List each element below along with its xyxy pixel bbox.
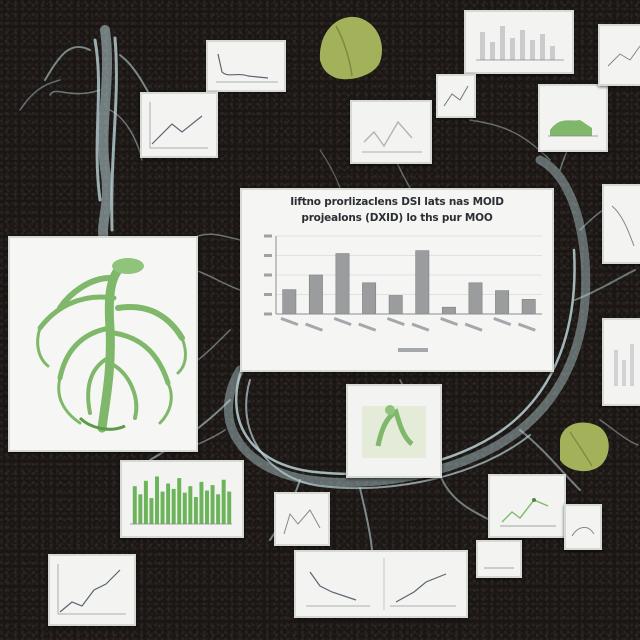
- green-bar: [166, 483, 171, 524]
- x-tick-mark: [333, 317, 352, 327]
- thumb-chart-right-2: [602, 318, 640, 406]
- green-bar: [171, 488, 176, 524]
- green-bar: [210, 485, 215, 524]
- thumb-line-chart-5: [48, 554, 136, 626]
- thumb-line-chart-2: [140, 92, 218, 158]
- green-bar: [199, 481, 204, 524]
- green-bar: [182, 492, 187, 524]
- bar: [495, 290, 510, 315]
- green-bar: [221, 479, 226, 524]
- green-bar: [143, 480, 148, 524]
- thumb-line-chart-3: [350, 100, 432, 164]
- thumb-green-bar-chart: [120, 460, 244, 538]
- thumb-bar-chart-top: [464, 10, 574, 74]
- thumb-small-chart-2: [564, 504, 602, 550]
- green-bar: [205, 490, 209, 524]
- chart-title-line-1: Iiftno prorlizaclens DSI lats nas MOID: [290, 196, 504, 208]
- thumb-double-line-chart: [294, 550, 468, 618]
- green-bar: [132, 486, 137, 524]
- bar: [415, 250, 430, 315]
- x-tick-mark: [411, 322, 430, 332]
- bar: [468, 282, 483, 315]
- root-loop: [224, 155, 591, 488]
- thumb-small-chart-1: [436, 74, 476, 118]
- bar: [308, 274, 323, 315]
- x-tick-mark: [464, 322, 483, 332]
- thumb-area-chart: [538, 84, 608, 152]
- thumb-chart-right-1: [602, 184, 640, 264]
- thumb-scatter-chart: [488, 474, 566, 538]
- x-axis-label-mark: [398, 348, 428, 352]
- bar: [441, 306, 456, 315]
- y-tick-mark: [264, 273, 272, 277]
- x-tick-mark: [517, 322, 536, 332]
- green-bar: [216, 494, 221, 524]
- main-bar-chart: [264, 234, 542, 352]
- thumb-plant-illustration: [346, 384, 442, 478]
- green-bar: [227, 491, 232, 524]
- y-tick-mark: [264, 293, 272, 296]
- plant-illustration-card: [8, 236, 198, 452]
- x-tick-mark: [358, 322, 377, 332]
- bar: [521, 299, 536, 315]
- root-trunk: [98, 25, 113, 245]
- thumb-chart-top-right: [598, 24, 640, 86]
- x-tick-mark: [280, 317, 299, 327]
- green-bar: [149, 498, 154, 524]
- main-bar-chart-card: Iiftno prorlizaclens DSI lats nas MOID p…: [240, 188, 554, 372]
- x-tick-mark: [305, 322, 323, 332]
- thumb-small-chart-3: [476, 540, 522, 578]
- thumb-line-chart-4: [274, 492, 330, 546]
- chart-title-line-2: projealons (DXID) lo ths pur MOO: [301, 212, 493, 224]
- thumb-line-chart-1: [206, 40, 286, 92]
- bar: [335, 253, 350, 315]
- green-bar: [160, 491, 165, 524]
- x-tick-mark: [440, 317, 459, 327]
- bar: [362, 282, 377, 315]
- x-tick-mark: [493, 317, 512, 327]
- green-bar: [177, 478, 182, 524]
- green-bar: [193, 497, 198, 524]
- y-tick-mark: [264, 254, 272, 257]
- x-tick-mark: [386, 317, 405, 327]
- bar: [388, 295, 403, 315]
- green-bar: [188, 486, 193, 524]
- y-tick-mark: [264, 312, 272, 316]
- y-tick-mark: [264, 234, 272, 238]
- green-bar: [155, 476, 159, 524]
- bar: [282, 289, 297, 315]
- plant-root-illustration: [36, 258, 187, 433]
- chart-title: Iiftno prorlizaclens DSI lats nas MOID p…: [242, 194, 552, 226]
- green-bar: [138, 494, 143, 524]
